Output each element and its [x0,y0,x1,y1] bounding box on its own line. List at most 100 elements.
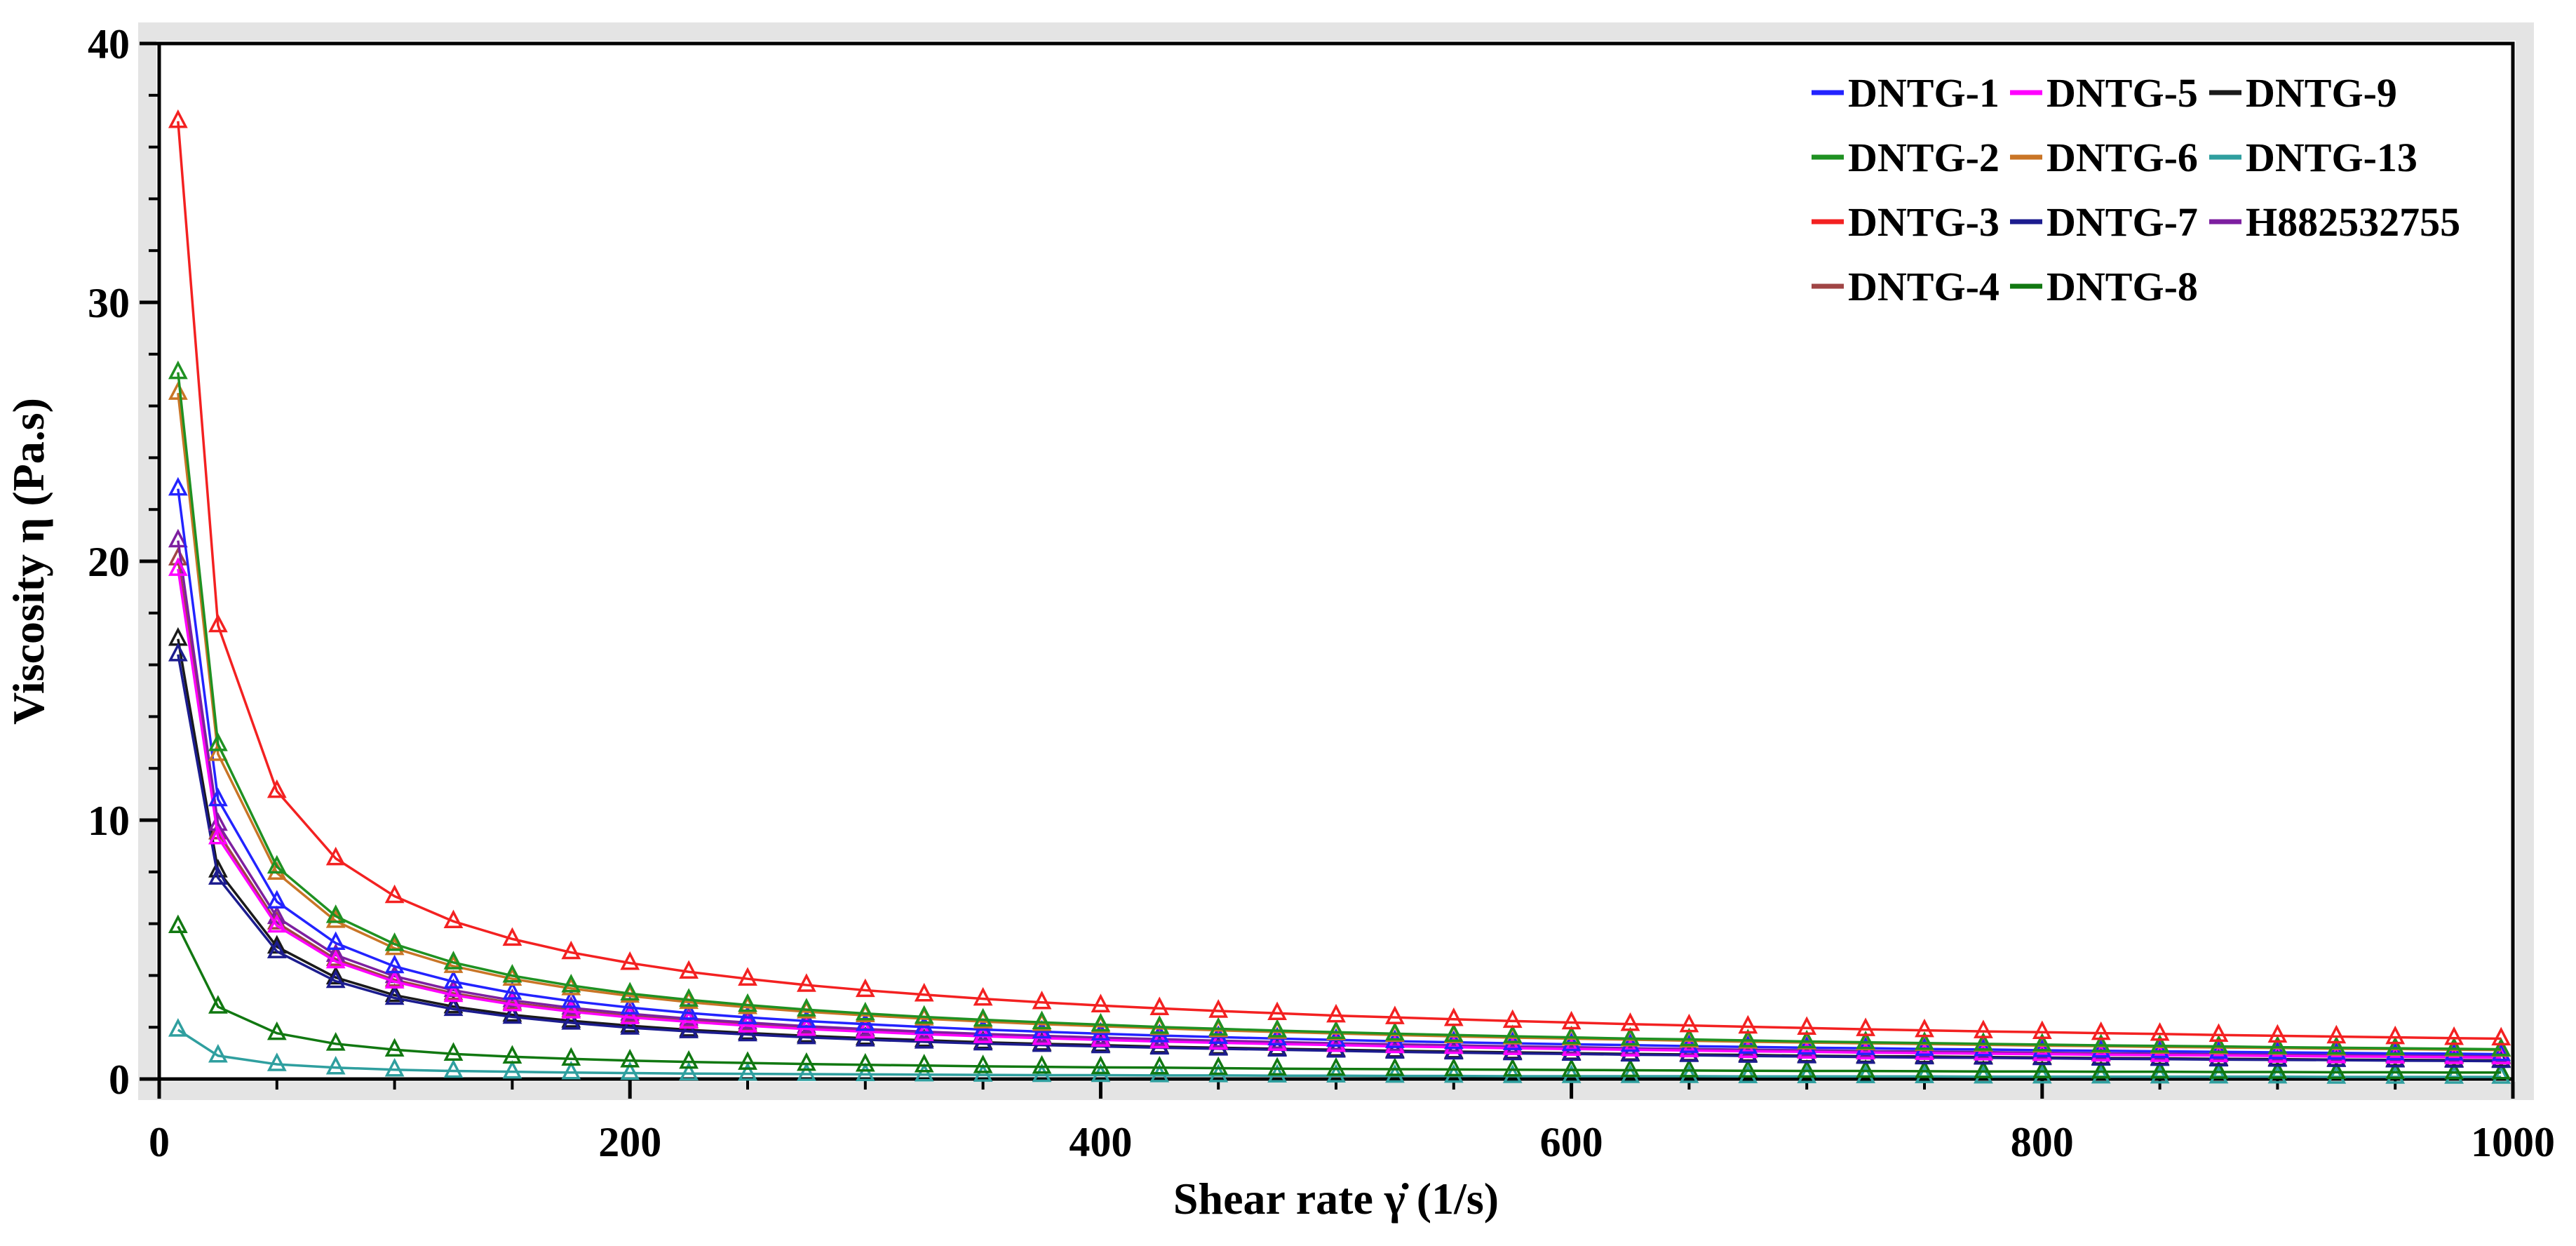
legend-label-DNTG-2: DNTG-2 [1848,135,2000,180]
marker-triangle-DNTG-5 [1797,1040,1817,1059]
marker-triangle-DNTG-13 [267,1052,287,1071]
marker-triangle-DNTG-8 [973,1054,993,1073]
marker-triangle-DNTG-3 [2444,1026,2464,1045]
marker-triangle-DNTG-8 [384,1038,405,1057]
marker-triangle-DNTG-3 [1149,996,1170,1016]
marker-triangle-DNTG-2 [679,988,699,1007]
marker-triangle-DNTG-3 [620,951,640,970]
marker-triangle-DNTG-13 [1915,1064,1934,1084]
legend-item-DNTG-13: DNTG-13 [2209,135,2417,180]
marker-triangle-DNTG-1 [2209,1040,2229,1059]
marker-triangle-DNTG-1 [502,981,522,1000]
marker-triangle-DNTG-8 [208,995,228,1014]
data-series [168,109,2511,1084]
marker-triangle-DNTG-5 [168,557,188,576]
marker-triangle-DNTG-2 [1385,1021,1405,1041]
marker-triangle-DNTG-13 [738,1061,757,1081]
legend-label-DNTG-1: DNTG-1 [1848,70,2000,116]
marker-triangle-DNTG-1 [325,931,346,951]
series-DNTG-8 [168,914,2511,1080]
marker-triangle-DNTG-13 [325,1055,346,1075]
marker-triangle-DNTG-3 [738,967,757,986]
marker-triangle-DNTG-9 [325,965,346,985]
marker-triangle-DNTG-1 [208,787,228,807]
marker-triangle-DNTG-2 [1326,1020,1346,1039]
marker-triangle-DNTG-13 [679,1061,699,1080]
marker-triangle-DNTG-3 [1679,1013,1699,1033]
marker-triangle-DNTG-2 [1620,1026,1640,1046]
legend-label-DNTG-9: DNTG-9 [2246,70,2397,116]
marker-triangle-DNTG-3 [1208,999,1229,1018]
marker-triangle-DNTG-8 [1679,1059,1699,1078]
marker-triangle-DNTG-13 [1738,1064,1758,1084]
series-line-DNTG-5 [177,568,2502,1059]
marker-triangle-DNTG-8 [2209,1060,2229,1079]
marker-triangle-DNTG-13 [208,1044,228,1063]
legend-label-DNTG-4: DNTG-4 [1848,264,2000,309]
marker-triangle-DNTG-1 [2444,1042,2464,1061]
marker-triangle-DNTG-3 [384,884,405,904]
legend-item-H882532755: H882532755 [2209,199,2460,245]
series-line-DNTG-9 [177,638,2502,1062]
marker-triangle-DNTG-5 [1208,1031,1229,1050]
series-line-DNTG-2 [177,372,2502,1051]
marker-triangle-DNTG-13 [2444,1065,2464,1084]
marker-triangle-DNTG-8 [1443,1057,1464,1077]
marker-triangle-DNTG-13 [797,1062,816,1081]
marker-triangle-DNTG-2 [1915,1031,1934,1050]
marker-triangle-DNTG-13 [384,1057,405,1077]
marker-triangle-DNTG-13 [443,1059,464,1078]
marker-triangle-DNTG-1 [620,996,640,1014]
marker-triangle-DNTG-3 [1091,993,1111,1012]
legend-label-DNTG-8: DNTG-8 [2046,264,2198,309]
y-axis-title: Viscosity η (Pa.s) [4,398,53,725]
marker-triangle-DNTG-8 [2385,1060,2406,1080]
marker-triangle-DNTG-2 [1502,1024,1523,1043]
marker-triangle-DNTG-7 [325,969,346,989]
marker-triangle-DNTG-7 [620,1016,640,1035]
x-axis-title: Shear rate γ̇ (1/s) [1173,1174,1499,1224]
marker-triangle-DNTG-1 [738,1005,757,1024]
marker-triangle-DNTG-8 [2267,1060,2288,1079]
marker-triangle-DNTG-8 [1208,1056,1229,1076]
marker-triangle-DNTG-3 [1502,1009,1523,1029]
marker-triangle-DNTG-2 [1032,1010,1052,1029]
marker-triangle-DNTG-3 [561,940,581,960]
marker-triangle-DNTG-2 [2491,1037,2511,1057]
marker-triangle-DNTG-13 [1856,1064,1875,1084]
marker-triangle-DNTG-13 [1797,1064,1817,1084]
marker-triangle-DNTG-2 [168,360,188,380]
marker-triangle-DNTG-8 [561,1047,581,1066]
marker-triangle-DNTG-3 [1385,1005,1405,1024]
marker-triangle-DNTG-9 [384,983,405,1003]
marker-triangle-DNTG-8 [2491,1061,2511,1080]
marker-triangle-H882532755 [679,1007,699,1026]
marker-triangle-DNTG-8 [914,1054,934,1073]
marker-triangle-DNTG-8 [1797,1059,1817,1078]
marker-triangle-DNTG-3 [325,846,346,866]
marker-triangle-DNTG-5 [1915,1041,1934,1060]
marker-triangle-DNTG-3 [1326,1003,1346,1023]
legend-item-DNTG-2: DNTG-2 [1812,135,2000,180]
marker-triangle-DNTG-3 [1443,1007,1464,1026]
marker-triangle-DNTG-3 [2032,1020,2052,1039]
marker-triangle-DNTG-2 [1679,1027,1699,1047]
marker-triangle-DNTG-2 [1443,1023,1464,1043]
marker-triangle-DNTG-1 [1974,1038,1993,1057]
marker-triangle-DNTG-7 [561,1011,581,1030]
marker-triangle-DNTG-8 [1267,1057,1287,1076]
marker-triangle-DNTG-13 [914,1062,934,1082]
y-tick-label: 40 [88,21,130,67]
x-tick-label: 0 [149,1119,170,1165]
marker-triangle-DNTG-2 [797,998,816,1017]
marker-triangle-DNTG-8 [1502,1057,1523,1077]
marker-triangle-H882532755 [267,905,287,925]
marker-triangle-DNTG-5 [267,913,287,933]
marker-triangle-DNTG-8 [1620,1058,1640,1078]
series-line-H882532755 [177,540,2502,1058]
marker-triangle-DNTG-3 [1032,991,1052,1010]
marker-triangle-DNTG-8 [1561,1058,1582,1077]
marker-triangle-DNTG-3 [2491,1026,2511,1046]
marker-triangle-DNTG-5 [1856,1040,1875,1060]
marker-triangle-DNTG-2 [1974,1032,1993,1051]
